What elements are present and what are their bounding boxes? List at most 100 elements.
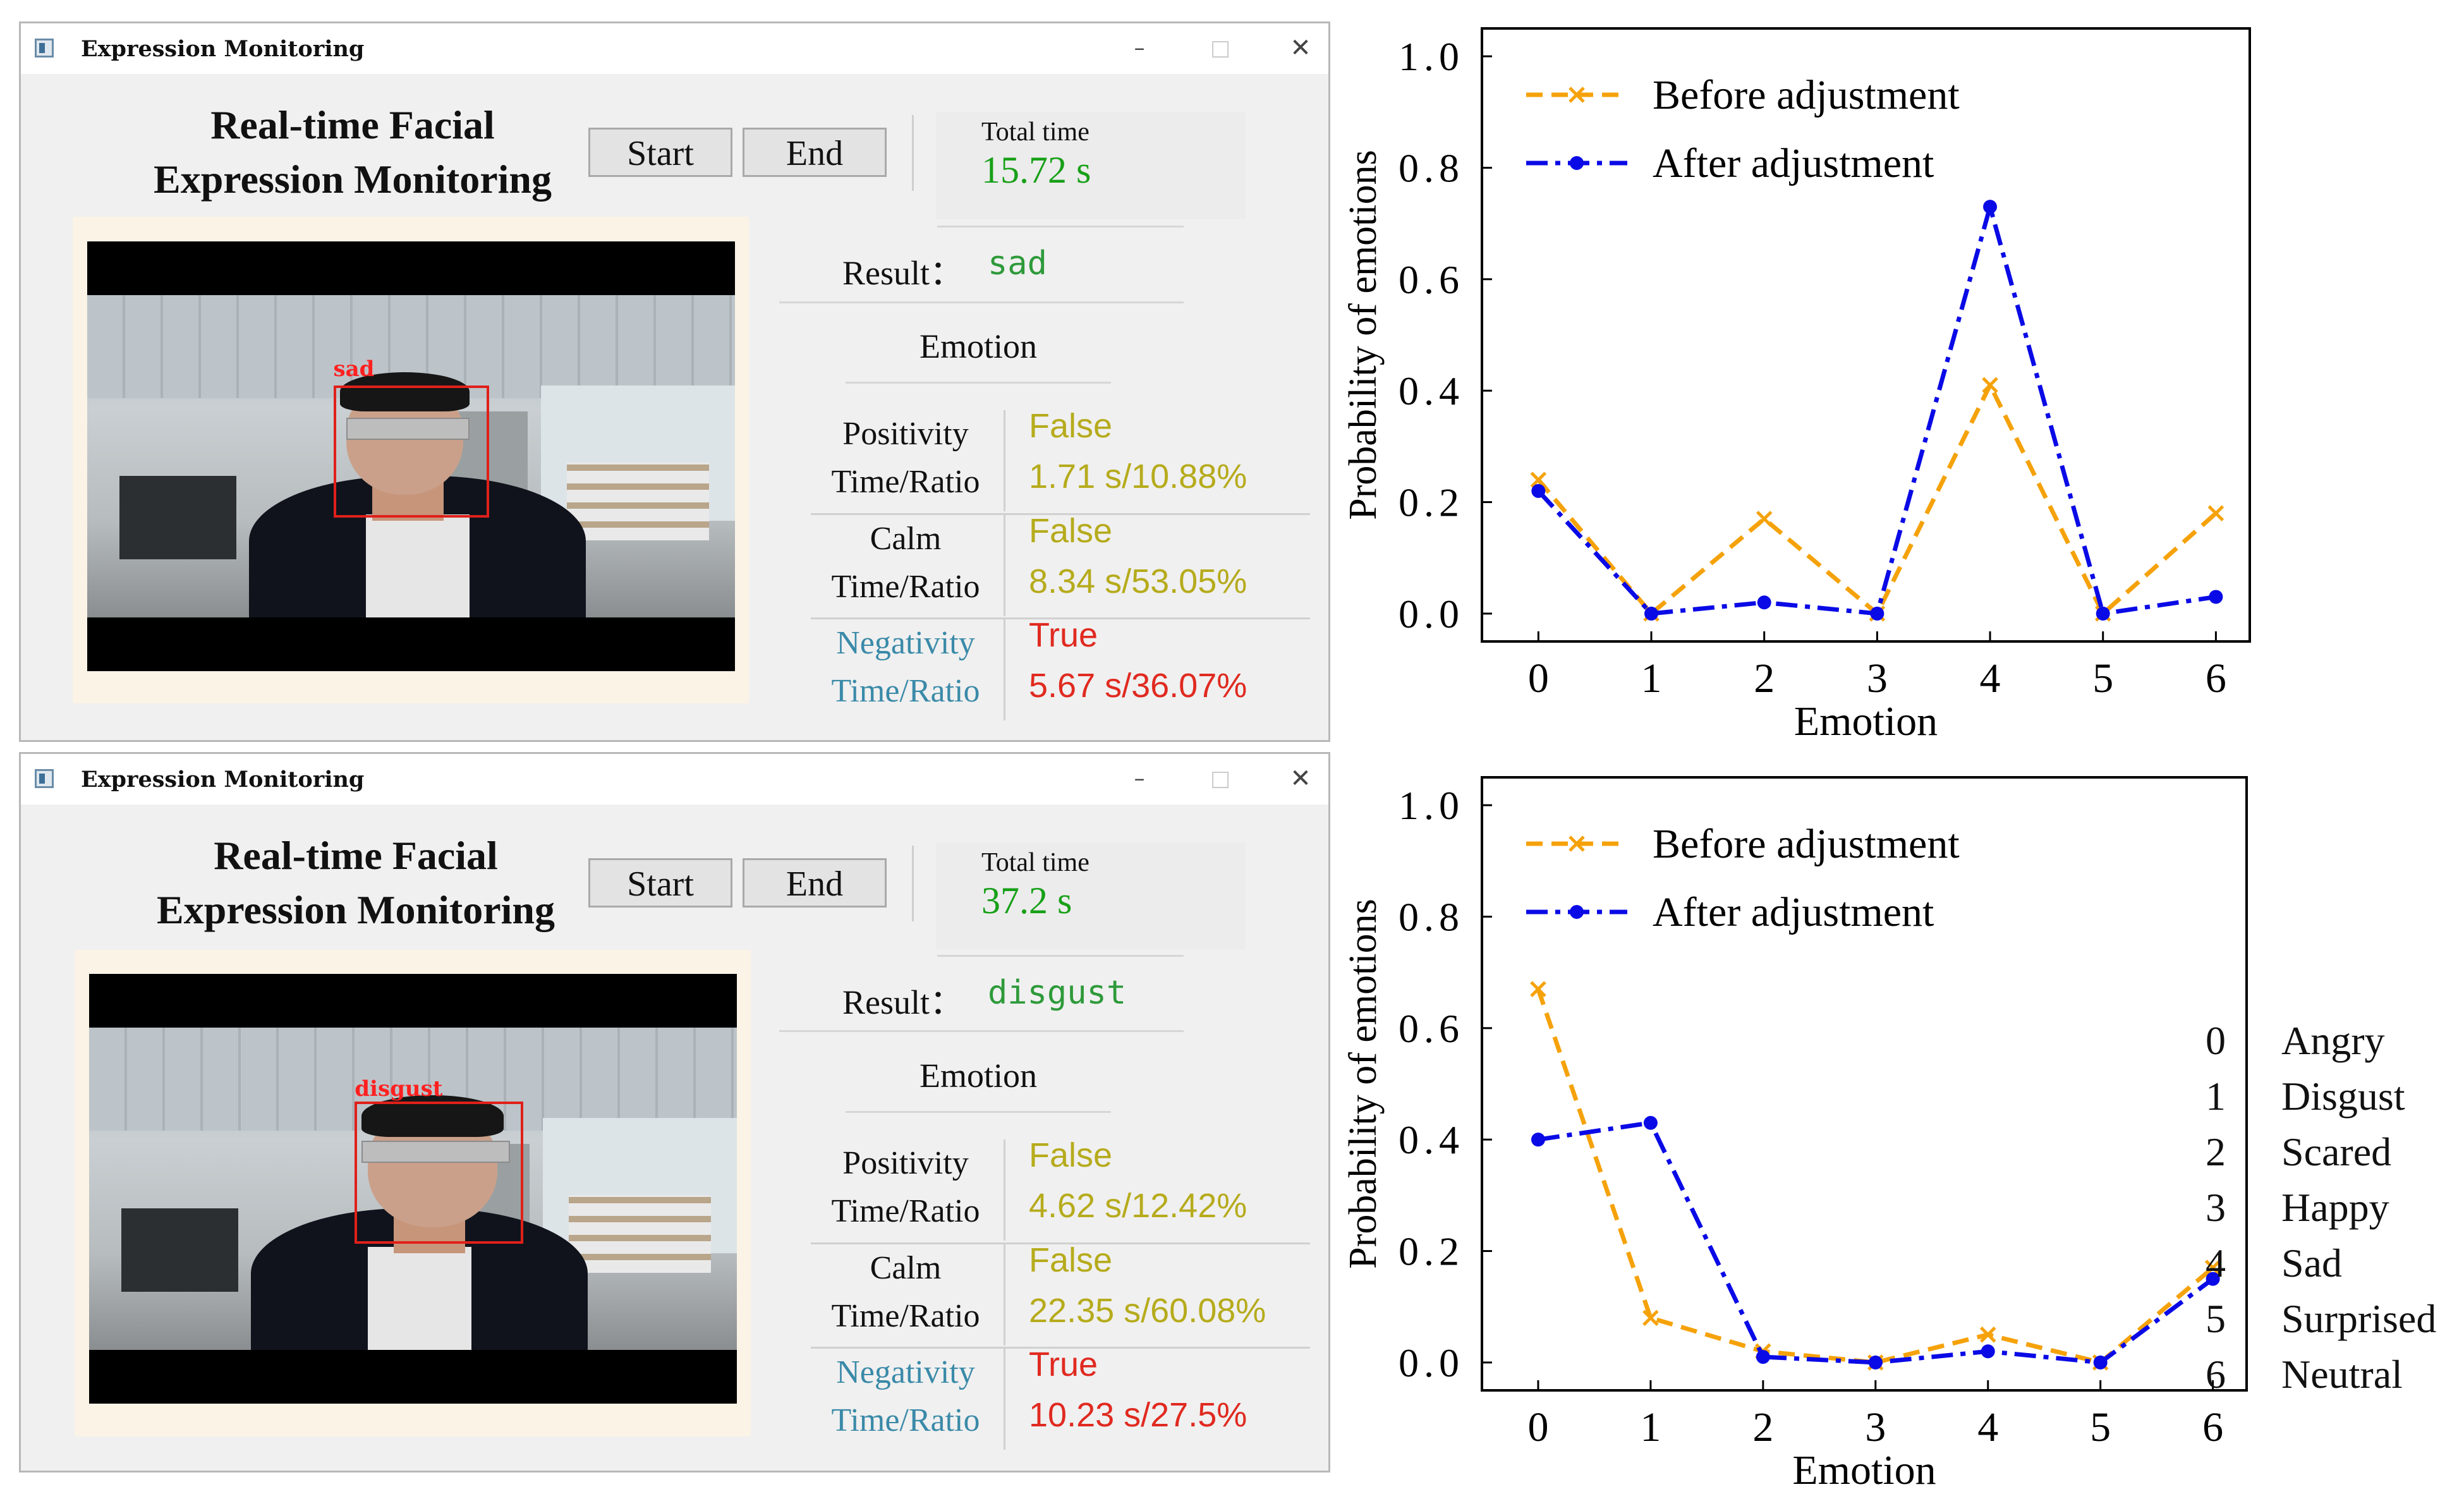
total-time-panel bbox=[936, 112, 1246, 219]
plot-frame bbox=[1481, 776, 2248, 1392]
emotion-key-row: 1 Disgust bbox=[2206, 1073, 2458, 1129]
data-point bbox=[1982, 377, 1998, 394]
legend-label: After adjustment bbox=[1653, 140, 1934, 186]
result-value: disgust bbox=[988, 974, 1127, 1012]
x-tick-label: 1 bbox=[1641, 655, 1662, 701]
minimize-button[interactable]: – bbox=[1134, 766, 1145, 791]
emotion-key-row: 6 Neutral bbox=[2206, 1351, 2458, 1407]
emotion-key-number: 4 bbox=[2206, 1241, 2226, 1285]
face-emotion-label: disgust bbox=[355, 1076, 443, 1102]
stat-flag: False bbox=[1029, 407, 1113, 445]
start-button[interactable]: Start bbox=[588, 858, 732, 908]
heading-line-2: Expression Monitoring bbox=[157, 887, 555, 932]
camera-feed: disgust bbox=[89, 974, 737, 1404]
stat-label: Positivity Time/Ratio bbox=[811, 1139, 1000, 1236]
end-button[interactable]: End bbox=[743, 128, 887, 177]
maximize-button[interactable]: □ bbox=[1210, 35, 1231, 61]
start-button[interactable]: Start bbox=[588, 128, 732, 177]
stat-label-line1: Positivity bbox=[842, 416, 969, 452]
data-point bbox=[2096, 606, 2110, 621]
stat-label-line1: Calm bbox=[870, 521, 942, 557]
stat-positivity: Positivity Time/Ratio False 1.71 s/10.88… bbox=[811, 407, 1310, 511]
person-shirt bbox=[365, 514, 470, 617]
title-bar: Expression Monitoring – □ ✕ bbox=[21, 754, 1328, 805]
stat-label: Calm Time/Ratio bbox=[811, 515, 1000, 611]
data-point bbox=[1756, 1350, 1770, 1364]
data-point bbox=[1979, 1327, 1996, 1343]
emotion-key-number: 2 bbox=[2206, 1129, 2226, 1174]
stat-divider bbox=[1004, 515, 1005, 616]
emotion-key-number: 0 bbox=[2206, 1018, 2226, 1063]
stat-ratio: 22.35 s/60.08% bbox=[1029, 1292, 1266, 1330]
data-point bbox=[2093, 1355, 2108, 1370]
y-tick-label: 0.6 bbox=[1399, 1006, 1464, 1051]
legend-label: Before adjustment bbox=[1653, 821, 1960, 867]
minimize-button[interactable]: – bbox=[1134, 35, 1145, 61]
stat-label-line1: Positivity bbox=[842, 1145, 969, 1181]
emotion-key-name: Sad bbox=[2281, 1241, 2342, 1285]
emotion-key-row: 4 Sad bbox=[2206, 1240, 2458, 1296]
stat-label-line2: Time/Ratio bbox=[831, 1402, 980, 1438]
data-point bbox=[2206, 1272, 2220, 1286]
window-title: Expression Monitoring bbox=[81, 36, 365, 62]
stat-label: Negativity Time/Ratio bbox=[811, 1349, 1000, 1445]
legend-marker bbox=[1569, 835, 1585, 852]
divider bbox=[779, 301, 1184, 303]
data-point bbox=[2207, 505, 2224, 521]
y-tick-label: 0.4 bbox=[1399, 368, 1464, 413]
divider bbox=[811, 1347, 1310, 1349]
x-tick-label: 6 bbox=[2202, 1404, 2223, 1450]
stat-label-line2: Time/Ratio bbox=[831, 464, 980, 500]
emotion-key-row: 2 Scared bbox=[2206, 1129, 2458, 1184]
stat-label: Calm Time/Ratio bbox=[811, 1244, 1000, 1340]
shelf bbox=[568, 1195, 711, 1273]
y-axis-label: Probability of emotions bbox=[1342, 150, 1385, 520]
stat-label-line1: Negativity bbox=[836, 1354, 975, 1390]
y-tick-label: 1.0 bbox=[1399, 783, 1464, 828]
x-tick-label: 4 bbox=[1980, 655, 2001, 701]
emotion-key-name: Scared bbox=[2281, 1129, 2392, 1174]
window-title: Expression Monitoring bbox=[81, 767, 365, 793]
close-button[interactable]: ✕ bbox=[1290, 764, 1311, 793]
end-button[interactable]: End bbox=[743, 858, 887, 908]
heading-line-1: Real-time Facial bbox=[210, 102, 495, 147]
emotion-key-row: 5 Surprised bbox=[2206, 1296, 2458, 1351]
data-point bbox=[2209, 590, 2223, 604]
emotion-key-name: Neutral bbox=[2281, 1352, 2403, 1397]
data-point bbox=[1983, 200, 1998, 214]
stat-label-line1: Negativity bbox=[836, 625, 975, 661]
stat-divider bbox=[1004, 410, 1005, 511]
stat-ratio: 5.67 s/36.07% bbox=[1029, 667, 1247, 705]
stat-label-line1: Calm bbox=[870, 1250, 942, 1286]
stat-negativity: Negativity Time/Ratio True 10.23 s/27.5% bbox=[811, 1345, 1310, 1450]
close-button[interactable]: ✕ bbox=[1290, 33, 1311, 63]
stat-flag: False bbox=[1029, 1136, 1113, 1174]
header-divider bbox=[912, 846, 914, 921]
y-tick-label: 0.4 bbox=[1399, 1117, 1464, 1162]
series-line bbox=[1536, 198, 2216, 616]
result-label: Result： bbox=[842, 254, 964, 292]
y-tick-label: 0.0 bbox=[1399, 592, 1464, 636]
face-detection-box bbox=[355, 1102, 523, 1244]
data-point bbox=[1530, 471, 1547, 489]
stat-flag: False bbox=[1029, 512, 1113, 550]
divider bbox=[779, 1030, 1184, 1032]
data-point bbox=[1644, 606, 1659, 621]
divider bbox=[811, 617, 1310, 619]
emotion-key-name: Happy bbox=[2281, 1185, 2389, 1230]
monitor bbox=[121, 1208, 238, 1292]
face-emotion-label: sad bbox=[333, 356, 375, 382]
stat-flag: True bbox=[1029, 616, 1098, 654]
app-heading: Real-time Facial Expression Monitoring bbox=[94, 98, 612, 207]
maximize-button[interactable]: □ bbox=[1210, 766, 1231, 791]
data-point bbox=[1530, 981, 1546, 997]
data-point bbox=[1531, 483, 1546, 498]
x-tick-label: 6 bbox=[2206, 655, 2226, 701]
y-tick-label: 0.6 bbox=[1399, 257, 1464, 302]
total-time-panel bbox=[936, 842, 1246, 950]
emotion-key-name: Angry bbox=[2281, 1018, 2385, 1063]
office-scene: sad bbox=[87, 295, 735, 617]
x-tick-label: 0 bbox=[1527, 1404, 1548, 1450]
total-time-label: Total time bbox=[981, 848, 1089, 877]
data-point bbox=[2204, 1260, 2221, 1276]
